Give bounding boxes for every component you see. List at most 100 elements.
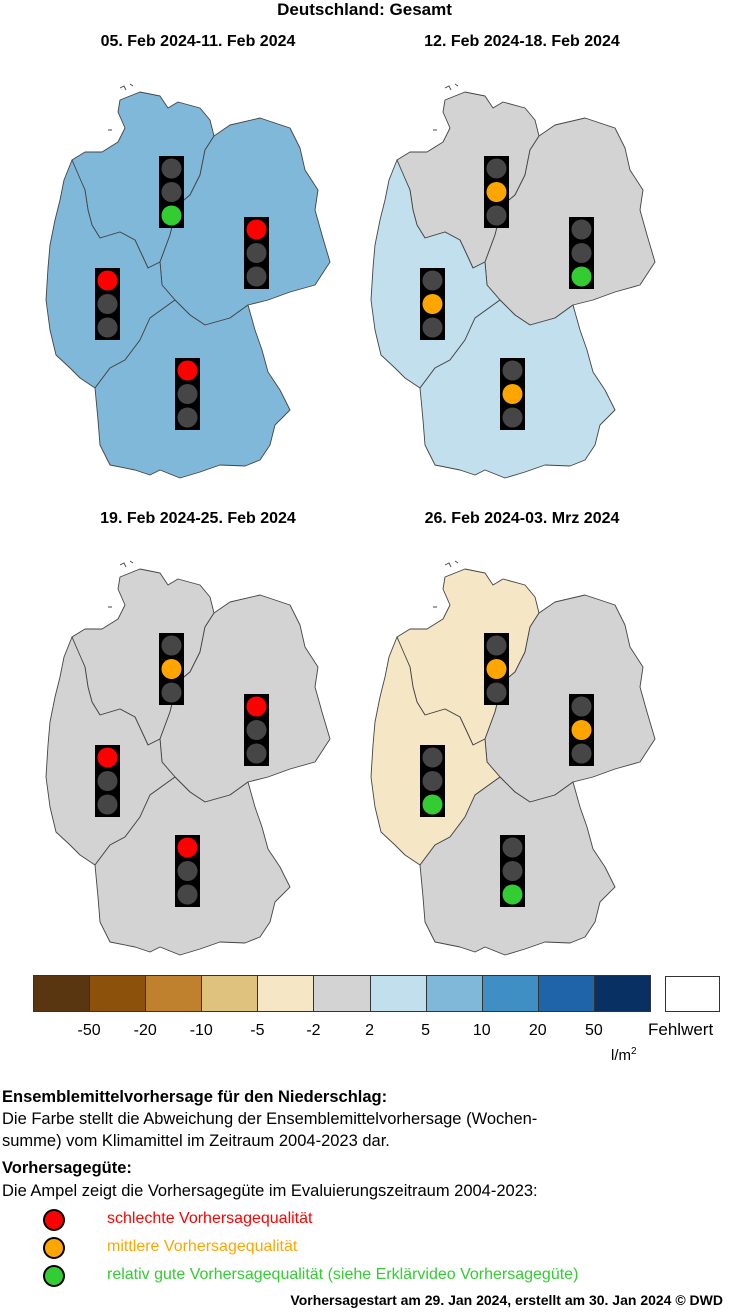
red-light-lit (246, 696, 267, 717)
orange-light-lit (422, 294, 443, 314)
coast-islands (433, 560, 459, 608)
traffic-light-west (95, 268, 120, 340)
quality-label-bad: schlechte Vorhersagequalität (107, 1210, 313, 1227)
traffic-light-south (175, 358, 200, 430)
precip-text-line2: summe) vom Klimamittel im Zeitraum 2004-… (2, 1132, 390, 1150)
legend-swatch (537, 975, 595, 1012)
light-off (486, 158, 507, 179)
color-legend (33, 975, 651, 1012)
light-off (161, 158, 182, 179)
unit-label: l/m2 (611, 1046, 637, 1064)
legend-swatch (145, 975, 203, 1012)
light-off (161, 635, 182, 656)
light-off (422, 771, 443, 791)
light-off (161, 182, 182, 202)
legend-swatch (33, 975, 91, 1012)
legend-swatch (593, 975, 651, 1012)
traffic-light-east (569, 217, 594, 289)
light-off (571, 743, 592, 764)
light-off (571, 696, 592, 717)
light-off (246, 743, 267, 764)
light-off (177, 861, 198, 881)
green-light-lit (161, 205, 182, 226)
traffic-light-west (420, 745, 445, 817)
legend-swatch (257, 975, 315, 1012)
light-off (177, 884, 198, 905)
germany-map (45, 83, 331, 479)
quality-text: Die Ampel zeigt die Vorhersagegüte im Ev… (2, 1182, 538, 1200)
traffic-light-north (484, 156, 509, 228)
light-off (486, 635, 507, 656)
traffic-light-east (244, 217, 269, 289)
orange-light-lit (502, 384, 523, 404)
green-light-icon (43, 1265, 65, 1287)
light-off (97, 794, 118, 815)
legend-swatch (89, 975, 147, 1012)
light-off (97, 771, 118, 791)
legend-swatch (201, 975, 259, 1012)
missing-value-label: Fehlwert (648, 1020, 714, 1039)
light-off (571, 219, 592, 240)
light-off (177, 384, 198, 404)
germany-map (370, 83, 656, 479)
legend-tick-label: 50 (585, 1022, 603, 1039)
germany-map (370, 560, 656, 956)
orange-light-lit (161, 659, 182, 679)
traffic-light-east (244, 694, 269, 766)
light-off (422, 270, 443, 291)
light-off (502, 360, 523, 381)
panel-title-2: 12. Feb 2024-18. Feb 2024 (424, 33, 620, 50)
legend-tick-label: -5 (250, 1022, 265, 1039)
light-off (502, 837, 523, 858)
legend-tick-label: -2 (306, 1022, 321, 1039)
light-off (177, 407, 198, 428)
traffic-light-west (95, 745, 120, 817)
coast-islands (108, 560, 134, 608)
traffic-light-north (159, 156, 184, 228)
light-off (422, 317, 443, 338)
light-off (422, 747, 443, 768)
legend-tick-label: -50 (77, 1022, 101, 1039)
footer-text: Vorhersagestart am 29. Jan 2024, erstell… (290, 1292, 723, 1308)
panel-title-1: 05. Feb 2024-11. Feb 2024 (100, 33, 296, 50)
orange-light-lit (486, 182, 507, 202)
light-off (97, 317, 118, 338)
light-off (246, 720, 267, 740)
traffic-light-west (420, 268, 445, 340)
panel-title-3: 19. Feb 2024-25. Feb 2024 (100, 510, 296, 527)
traffic-light-south (500, 835, 525, 907)
light-off (502, 407, 523, 428)
orange-light-lit (571, 720, 592, 740)
light-off (246, 266, 267, 287)
light-off (161, 682, 182, 703)
red-light-lit (97, 747, 118, 768)
green-light-lit (422, 794, 443, 815)
traffic-light-south (500, 358, 525, 430)
light-off (502, 861, 523, 881)
red-light-lit (246, 219, 267, 240)
quality-heading: Vorhersagegüte: (2, 1159, 132, 1177)
red-light-lit (97, 270, 118, 291)
precip-text-line1: Die Farbe stellt die Abweichung der Ense… (2, 1110, 538, 1128)
panel-title-4: 26. Feb 2024-03. Mrz 2024 (424, 510, 620, 527)
legend-swatch (481, 975, 539, 1012)
green-light-lit (571, 266, 592, 287)
legend-swatch (425, 975, 483, 1012)
germany-map (45, 560, 331, 956)
legend-swatch (313, 975, 371, 1012)
red-light-icon (43, 1209, 65, 1231)
orange-light-icon (43, 1237, 65, 1259)
light-off (571, 243, 592, 263)
coast-islands (108, 83, 134, 131)
missing-value-box (665, 976, 720, 1012)
traffic-light-north (159, 633, 184, 705)
legend-tick-label: 5 (421, 1022, 431, 1039)
light-off (97, 294, 118, 314)
traffic-light-south (175, 835, 200, 907)
orange-light-lit (486, 659, 507, 679)
legend-tick-label: 2 (365, 1022, 374, 1039)
quality-label-good: relativ gute Vorhersagequalität (siehe E… (107, 1266, 579, 1283)
legend-tick-label: -10 (189, 1022, 213, 1039)
red-light-lit (177, 837, 198, 858)
